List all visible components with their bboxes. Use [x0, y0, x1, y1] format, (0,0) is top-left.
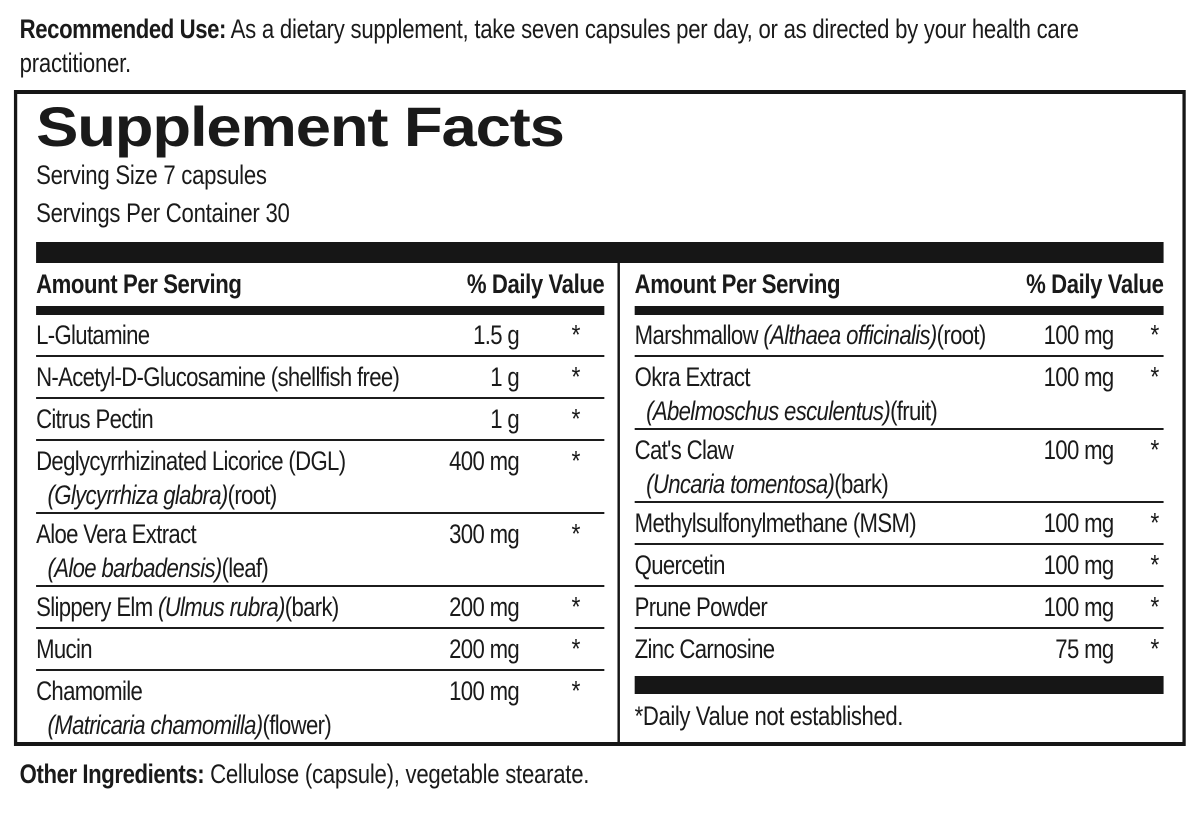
- table-row: Okra Extract 100 mg * (Abelmoschus escul…: [634, 357, 1164, 430]
- ingredient-dv: *: [1150, 507, 1159, 538]
- table-row: Prune Powder 100 mg *: [634, 587, 1164, 629]
- header-daily-value: % Daily Value: [1026, 269, 1164, 299]
- ingredient-dv: *: [1150, 549, 1159, 580]
- supplement-facts-panel: Supplement Facts Serving Size 7 capsules…: [13, 90, 1186, 746]
- recommended-use-label: Recommended Use:: [19, 14, 227, 44]
- ingredient-amount: 200 mg: [449, 591, 520, 622]
- ingredient-botanical-name: (Aloe barbadensis) (leaf): [47, 552, 269, 583]
- ingredient-name: Marshmallow (Althaea officinalis)(root): [634, 319, 987, 350]
- table-row: Aloe Vera Extract 300 mg * (Aloe barbade…: [36, 514, 605, 587]
- header-amount-per-serving: Amount Per Serving: [634, 269, 841, 299]
- table-row: Marshmallow (Althaea officinalis)(root) …: [634, 315, 1164, 357]
- ingredient-botanical-name: (Uncaria tomentosa) (bark): [646, 468, 889, 499]
- serving-size: Serving Size 7 capsules: [36, 160, 267, 190]
- table-row: Deglycyrrhizinated Licorice (DGL) 400 mg…: [36, 441, 605, 514]
- ingredient-name: Aloe Vera Extract: [36, 518, 197, 549]
- ingredient-amount: 100 mg: [1043, 319, 1115, 350]
- ingredient-name: Slippery Elm (Ulmus rubra)(bark): [36, 591, 339, 622]
- header-amount-per-serving: Amount Per Serving: [36, 269, 242, 299]
- ingredient-name: Okra Extract: [634, 361, 751, 392]
- ingredient-dv: *: [1150, 434, 1159, 465]
- ingredient-amount: 1 g: [490, 361, 520, 392]
- recommended-use-text: Recommended Use: As a dietary supplement…: [0, 0, 1200, 80]
- table-row: Slippery Elm (Ulmus rubra)(bark) 200 mg …: [36, 587, 605, 629]
- table-row: Methylsulfonylmethane (MSM) 100 mg *: [634, 503, 1164, 545]
- table-row: Citrus Pectin 1 g *: [36, 399, 605, 441]
- ingredient-amount: 1 g: [490, 403, 520, 434]
- ingredient-name: Prune Powder: [634, 591, 768, 622]
- ingredient-amount: 100 mg: [1043, 549, 1115, 580]
- table-row: L-Glutamine 1.5 g *: [36, 315, 605, 357]
- ingredient-dv: *: [571, 675, 580, 706]
- other-ingredients-label: Other Ingredients:: [19, 759, 205, 789]
- panel-title-line: Supplement Facts: [36, 98, 1164, 156]
- divider-bar-medium: [634, 306, 1164, 315]
- other-ingredients-body: Cellulose (capsule), vegetable stearate.: [210, 759, 590, 789]
- table-row: Cat's Claw 100 mg * (Uncaria tomentosa)(…: [634, 430, 1164, 503]
- divider-bar-medium: [36, 306, 605, 315]
- ingredient-name: Quercetin: [634, 549, 726, 580]
- ingredient-amount: 100 mg: [449, 675, 520, 706]
- facts-column-left: Amount Per Serving % Daily Value L-Gluta…: [36, 263, 617, 742]
- ingredient-name: Chamomile: [36, 675, 143, 706]
- ingredient-dv: *: [571, 445, 580, 476]
- ingredient-amount: 300 mg: [449, 518, 520, 549]
- servings-per-container: Servings Per Container 30: [36, 198, 290, 228]
- facts-column-right: Amount Per Serving % Daily Value Marshma…: [617, 263, 1164, 742]
- divider-bar-thick: [36, 242, 1164, 263]
- ingredient-name: Deglycyrrhizinated Licorice (DGL): [36, 445, 346, 476]
- ingredient-name: N-Acetyl-D-Glucosamine (shellfish free): [36, 361, 400, 392]
- ingredient-amount: 100 mg: [1043, 361, 1115, 392]
- daily-value-footnote: *Daily Value not established.: [634, 700, 904, 731]
- ingredient-botanical-name: (Abelmoschus esculentus) (fruit): [646, 395, 938, 426]
- ingredient-amount: 100 mg: [1043, 591, 1115, 622]
- supplement-label: Recommended Use: As a dietary supplement…: [0, 0, 1200, 791]
- table-row: Chamomile 100 mg * (Matricaria chamomill…: [36, 671, 604, 742]
- ingredient-dv: *: [1150, 319, 1159, 350]
- column-header: Amount Per Serving % Daily Value: [635, 263, 1164, 306]
- ingredient-dv: *: [571, 633, 580, 664]
- ingredient-name: Methylsulfonylmethane (MSM): [634, 507, 917, 538]
- ingredient-name: Citrus Pectin: [36, 403, 154, 434]
- table-row: N-Acetyl-D-Glucosamine (shellfish free) …: [36, 357, 605, 399]
- table-row: Mucin 200 mg *: [36, 629, 605, 671]
- table-row: Zinc Carnosine 75 mg *: [635, 629, 1164, 669]
- ingredient-dv: *: [1150, 361, 1159, 392]
- ingredient-amount: 1.5 g: [473, 319, 520, 350]
- ingredient-name: L-Glutamine: [36, 319, 150, 350]
- ingredient-amount: 75 mg: [1055, 633, 1114, 664]
- ingredient-dv: *: [571, 403, 580, 434]
- ingredient-dv: *: [1150, 633, 1159, 664]
- ingredient-amount: 400 mg: [449, 445, 520, 476]
- ingredient-amount: 100 mg: [1043, 507, 1115, 538]
- ingredient-name: Cat's Claw: [634, 434, 734, 465]
- other-ingredients-text: Other Ingredients: Cellulose (capsule), …: [0, 746, 1200, 791]
- ingredient-dv: *: [571, 518, 580, 549]
- ingredient-dv: *: [1150, 591, 1159, 622]
- divider-bar-footnote: [634, 676, 1164, 694]
- ingredient-dv: *: [571, 591, 580, 622]
- ingredient-amount: 100 mg: [1043, 434, 1115, 465]
- ingredient-dv: *: [571, 361, 580, 392]
- ingredient-botanical-name: (Matricaria chamomilla) (flower): [47, 709, 332, 740]
- ingredient-amount: 200 mg: [449, 633, 520, 664]
- column-header: Amount Per Serving % Daily Value: [36, 263, 605, 306]
- facts-columns: Amount Per Serving % Daily Value L-Gluta…: [36, 263, 1164, 742]
- header-daily-value: % Daily Value: [466, 269, 605, 299]
- panel-title: Supplement Facts: [36, 95, 565, 158]
- ingredient-botanical-name: (Glycyrrhiza glabra) (root): [47, 479, 278, 510]
- ingredient-dv: *: [571, 319, 580, 350]
- table-row: Quercetin 100 mg *: [634, 545, 1164, 587]
- ingredient-name: Mucin: [36, 633, 92, 664]
- ingredient-name: Zinc Carnosine: [634, 633, 775, 664]
- recommended-use-body: As a dietary supplement, take seven caps…: [19, 14, 1079, 78]
